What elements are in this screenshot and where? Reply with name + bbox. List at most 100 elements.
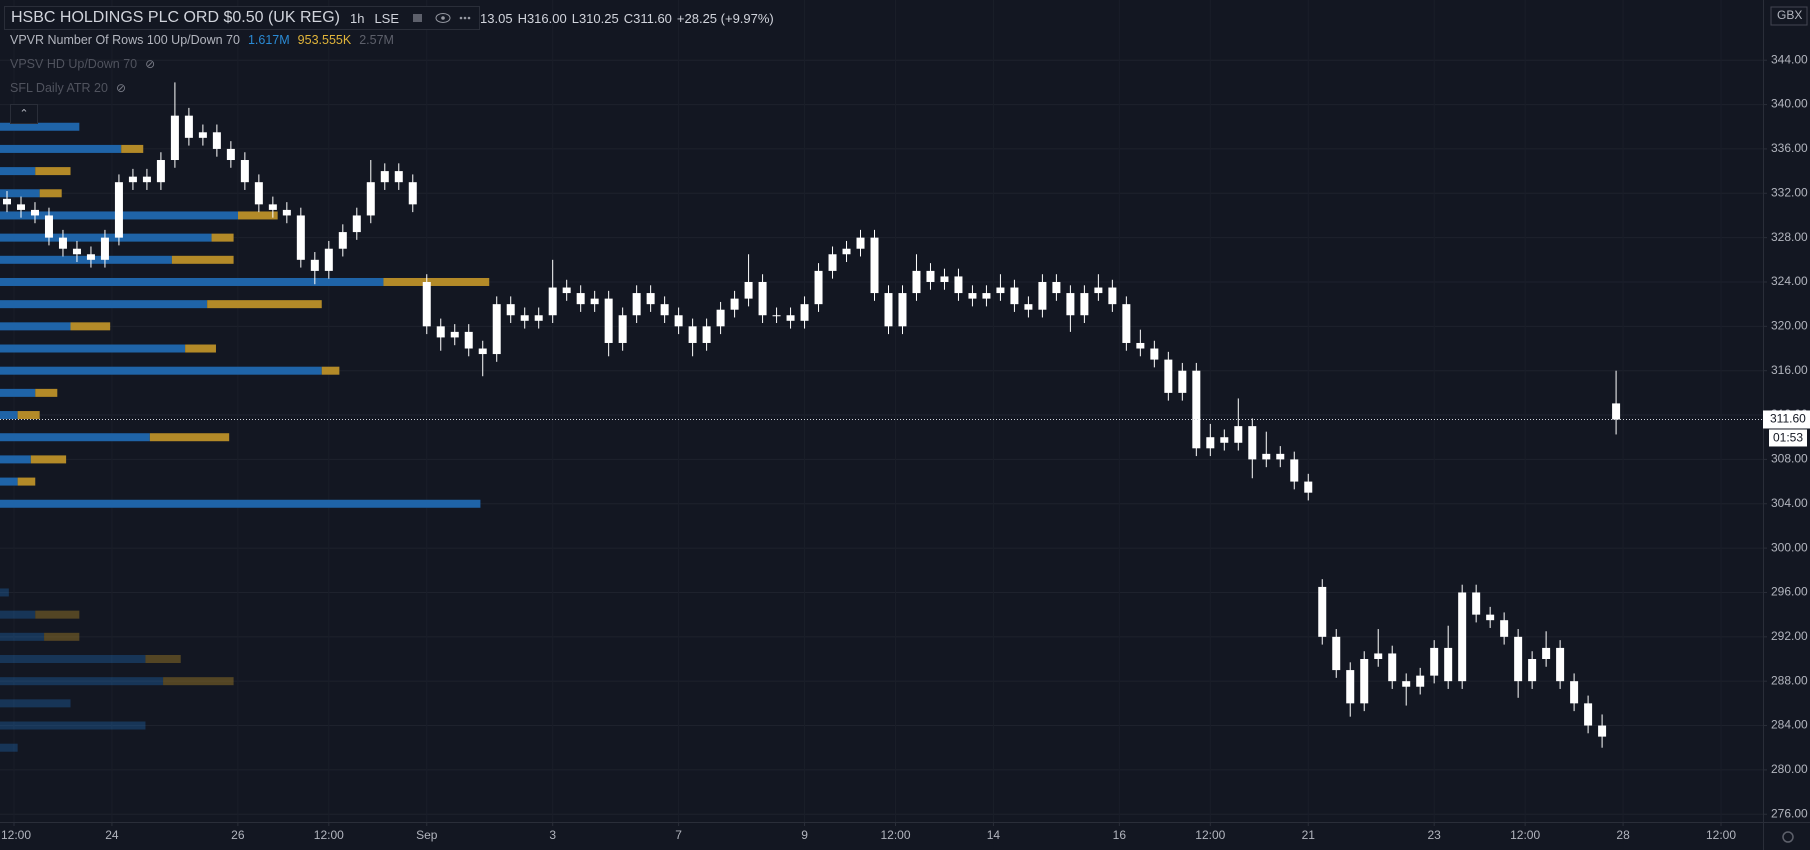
candle-body	[772, 315, 781, 317]
more-dot[interactable]	[467, 16, 471, 20]
candle-body	[1388, 653, 1397, 682]
candle-body	[996, 287, 1005, 294]
profile-down-bar	[171, 255, 234, 264]
ohlc-low: L310.25	[571, 10, 619, 26]
profile-down-bar	[149, 433, 230, 442]
interval[interactable]: 1h	[349, 10, 365, 26]
currency-box[interactable]	[1770, 6, 1808, 26]
candle-body	[1556, 647, 1565, 682]
indicator[interactable]: VPVR Number Of Rows 100 Up/Down 70 1.617…	[10, 33, 394, 47]
indicator-label: VPVR Number Of Rows 100 Up/Down 70	[10, 33, 240, 47]
y-tick-label: 280.00	[1771, 762, 1808, 776]
hidden-icon[interactable]: ⊘	[145, 57, 156, 71]
more-dot[interactable]	[463, 16, 467, 20]
candle-body	[1192, 370, 1201, 449]
volume-profile	[0, 588, 234, 752]
indicator-values: 1.617M 953.555K 2.57M	[248, 33, 394, 47]
indicator-label: VPSV HD Up/Down 70	[10, 57, 138, 71]
y-tick-label: 292.00	[1771, 629, 1808, 643]
candle-body	[604, 298, 613, 343]
profile-up-bar	[0, 300, 208, 309]
header-icons[interactable]	[409, 11, 473, 25]
y-tick-label: 308.00	[1771, 452, 1808, 466]
profile-up-bar	[0, 632, 45, 641]
candle-body	[1262, 453, 1271, 460]
profile-up-bar	[0, 322, 71, 331]
candle-body	[198, 132, 207, 138]
indicator[interactable]: SFL Daily ATR 20 ⊘	[10, 81, 126, 95]
symbol-box[interactable]: HSBC HOLDINGS PLC ORD $0.50 (UK REG) 1h …	[4, 6, 481, 30]
candle-body	[1080, 293, 1089, 316]
profile-down-bar	[238, 211, 278, 220]
ohlc-high: H316.00	[517, 10, 567, 26]
candle-body	[674, 315, 683, 327]
collapse-button[interactable]: ⌃	[10, 104, 38, 124]
candle-body	[716, 309, 725, 327]
x-tick-label: Sep	[416, 828, 438, 842]
y-tick-label: 288.00	[1771, 673, 1808, 687]
x-tick-label: 16	[1113, 828, 1127, 842]
hidden-icon[interactable]: ⊘	[115, 81, 127, 95]
exchange: LSE	[374, 10, 400, 26]
candle-body	[16, 204, 25, 210]
header: HSBC HOLDINGS PLC ORD $0.50 (UK REG) 1h …	[4, 6, 774, 30]
candle-body	[1430, 647, 1439, 676]
profile-up-bar	[0, 255, 172, 264]
x-tick-label: 24	[105, 828, 119, 842]
candle-body	[758, 281, 767, 316]
settings-icon[interactable]	[1782, 831, 1794, 843]
indicator[interactable]: VPSV HD Up/Down 70 ⊘	[10, 57, 155, 71]
profile-up-bar	[0, 499, 481, 508]
candle-body	[422, 281, 431, 327]
candle-body	[128, 176, 137, 183]
candle-body	[898, 293, 907, 327]
candle-body	[1500, 620, 1509, 637]
candle-body	[226, 148, 235, 161]
candle-body	[576, 293, 585, 305]
candle-body	[534, 315, 543, 321]
profile-down-bar	[30, 455, 67, 464]
indicator-value: 2.57M	[359, 33, 394, 47]
profile-up-bar	[0, 477, 18, 486]
candle-body	[1234, 426, 1243, 443]
candle-body	[254, 182, 263, 205]
candle-body	[870, 237, 879, 294]
y-tick-label: 340.00	[1771, 97, 1808, 111]
more-dot[interactable]	[459, 16, 463, 20]
profile-down-bar	[39, 189, 62, 198]
candle-body	[282, 209, 291, 216]
profile-down-bar	[17, 477, 36, 486]
candle-body	[310, 259, 319, 271]
candle-body	[212, 132, 221, 149]
eye-icon[interactable]	[435, 13, 451, 23]
x-tick-label: 7	[675, 828, 682, 842]
candle-body	[324, 248, 333, 271]
eye-pupil	[441, 16, 445, 20]
candle-body	[296, 215, 305, 260]
candle-body	[450, 331, 459, 338]
y-tick-label: 344.00	[1771, 52, 1808, 66]
profile-up-bar	[0, 189, 40, 198]
candle-body	[492, 304, 501, 355]
profile-up-bar	[0, 699, 71, 708]
candle-body	[744, 281, 753, 299]
profile-up-bar	[0, 721, 146, 730]
y-tick-label: 304.00	[1771, 496, 1808, 510]
profile-up-bar	[0, 455, 31, 464]
candle-body	[660, 304, 669, 316]
candle-body	[968, 293, 977, 299]
candle-body	[1164, 359, 1173, 393]
candle-body	[1178, 370, 1187, 393]
x-tick-label: 23	[1428, 828, 1442, 842]
candle-body	[72, 248, 81, 255]
candle-body	[1136, 342, 1145, 349]
ohlc: 13.05 H316.00 L310.25 C311.60 +28.25 (+9…	[480, 11, 774, 26]
profile-up-bar	[0, 677, 164, 686]
flag-icon[interactable]	[413, 14, 423, 22]
profile-down-bar	[383, 277, 490, 286]
profile-up-bar	[0, 433, 150, 442]
profile-up-bar	[0, 610, 36, 619]
candle-body	[268, 204, 277, 210]
